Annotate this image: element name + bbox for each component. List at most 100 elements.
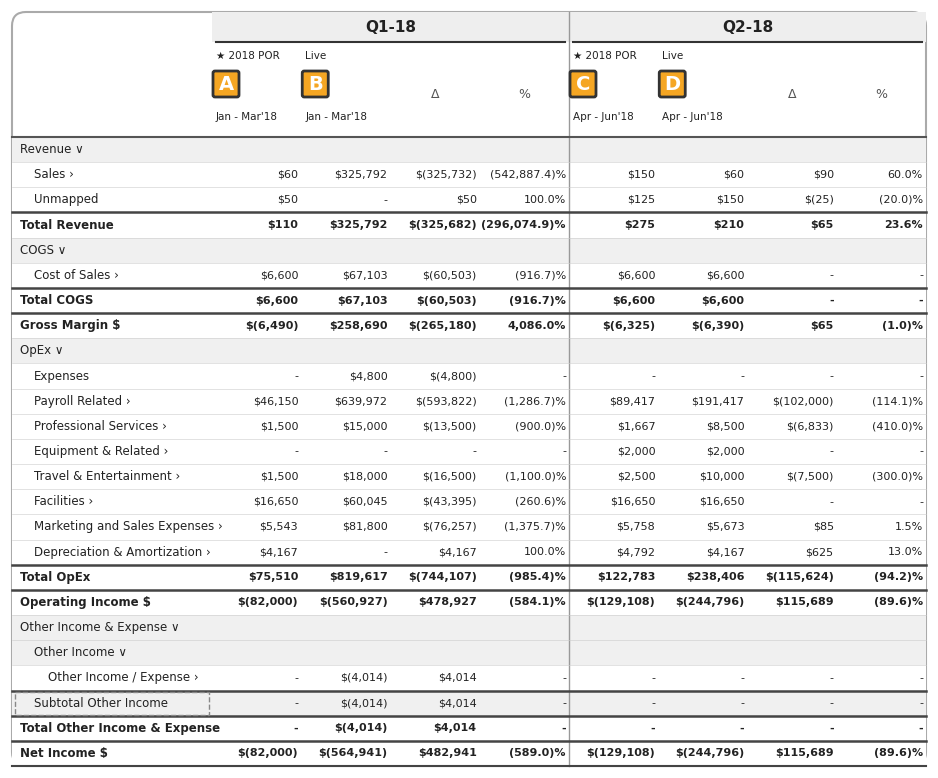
- Text: Professional Services ›: Professional Services ›: [34, 420, 167, 433]
- Text: -: -: [295, 447, 298, 457]
- Text: $(4,014): $(4,014): [340, 698, 387, 708]
- Text: -: -: [918, 296, 923, 306]
- Text: Total Revenue: Total Revenue: [20, 219, 113, 232]
- Text: $46,150: $46,150: [252, 396, 298, 406]
- Text: -: -: [562, 371, 566, 381]
- Text: -: -: [295, 698, 298, 708]
- Text: $(82,000): $(82,000): [237, 748, 298, 759]
- Text: $2,000: $2,000: [616, 447, 656, 457]
- Text: $150: $150: [628, 170, 656, 180]
- Text: $(244,796): $(244,796): [675, 598, 745, 608]
- FancyBboxPatch shape: [302, 71, 328, 97]
- Text: $(13,500): $(13,500): [422, 422, 477, 431]
- Bar: [12, 640, 926, 665]
- Text: $(76,257): $(76,257): [422, 522, 477, 532]
- Text: $85: $85: [812, 522, 834, 532]
- Text: -: -: [561, 724, 566, 733]
- Text: $325,792: $325,792: [335, 170, 387, 180]
- Bar: [12, 464, 926, 489]
- Text: $(6,325): $(6,325): [602, 321, 656, 331]
- Text: Q1-18: Q1-18: [365, 19, 416, 34]
- Text: $60,045: $60,045: [341, 497, 387, 506]
- Text: Depreciation & Amortization ›: Depreciation & Amortization ›: [34, 545, 211, 559]
- Text: $2,000: $2,000: [706, 447, 745, 457]
- Text: D: D: [664, 75, 680, 93]
- Text: $(4,014): $(4,014): [334, 724, 387, 733]
- Text: Unmapped: Unmapped: [34, 194, 98, 206]
- Text: Sales ›: Sales ›: [34, 168, 74, 181]
- Text: -: -: [919, 673, 923, 683]
- Text: (1,100.0)%: (1,100.0)%: [505, 471, 566, 482]
- Text: Jan - Mar'18: Jan - Mar'18: [305, 112, 368, 122]
- Text: $(325,682): $(325,682): [408, 220, 477, 230]
- Text: 4,086.0%: 4,086.0%: [507, 321, 566, 331]
- Text: $89,417: $89,417: [610, 396, 656, 406]
- Text: $5,543: $5,543: [260, 522, 298, 532]
- Text: $(325,732): $(325,732): [416, 170, 477, 180]
- Text: $1,667: $1,667: [616, 422, 656, 431]
- Text: Net Income $: Net Income $: [20, 747, 108, 760]
- Text: $(744,107): $(744,107): [408, 573, 477, 582]
- Text: (916.7)%: (916.7)%: [515, 271, 566, 280]
- Text: $6,600: $6,600: [617, 271, 656, 280]
- Text: Facilities ›: Facilities ›: [34, 496, 93, 508]
- Text: Other Income ∨: Other Income ∨: [34, 647, 127, 659]
- Text: C: C: [576, 75, 590, 93]
- Text: $4,014: $4,014: [433, 724, 477, 733]
- Text: -: -: [919, 698, 923, 708]
- Text: -: -: [830, 371, 834, 381]
- Text: $(43,395): $(43,395): [422, 497, 477, 506]
- Text: Marketing and Sales Expenses ›: Marketing and Sales Expenses ›: [34, 520, 222, 534]
- Text: 13.0%: 13.0%: [887, 547, 923, 557]
- Text: $819,617: $819,617: [328, 573, 387, 582]
- Text: -: -: [651, 673, 656, 683]
- Text: (89.6)%: (89.6)%: [874, 748, 923, 759]
- Text: $(593,822): $(593,822): [415, 396, 477, 406]
- Text: (300.0)%: (300.0)%: [872, 471, 923, 482]
- Text: -: -: [651, 698, 656, 708]
- Text: -: -: [740, 673, 745, 683]
- Bar: [12, 514, 926, 540]
- Text: $(6,390): $(6,390): [691, 321, 745, 331]
- Text: -: -: [919, 371, 923, 381]
- Text: $81,800: $81,800: [341, 522, 387, 532]
- Text: $1,500: $1,500: [260, 471, 298, 482]
- Text: Total OpEx: Total OpEx: [20, 571, 90, 584]
- Text: $75,510: $75,510: [248, 573, 298, 582]
- Text: $(7,500): $(7,500): [786, 471, 834, 482]
- Text: -: -: [740, 698, 745, 708]
- Text: $4,792: $4,792: [616, 547, 656, 557]
- FancyBboxPatch shape: [659, 71, 686, 97]
- Bar: [12, 263, 926, 288]
- Text: $(244,796): $(244,796): [675, 748, 745, 759]
- Text: $(129,108): $(129,108): [586, 598, 656, 608]
- Text: -: -: [473, 447, 477, 457]
- Text: (260.6)%: (260.6)%: [515, 497, 566, 506]
- Text: 1.5%: 1.5%: [895, 522, 923, 532]
- Text: $4,167: $4,167: [705, 547, 745, 557]
- Text: (1.0)%: (1.0)%: [882, 321, 923, 331]
- Bar: [12, 237, 926, 263]
- Text: $(560,927): $(560,927): [319, 598, 387, 608]
- Bar: [12, 665, 926, 691]
- Text: Expenses: Expenses: [34, 370, 90, 383]
- Text: Gross Margin $: Gross Margin $: [20, 319, 120, 332]
- Bar: [12, 288, 926, 313]
- Bar: [12, 388, 926, 414]
- Text: -: -: [295, 371, 298, 381]
- Text: (410.0)%: (410.0)%: [872, 422, 923, 431]
- Text: Apr - Jun'18: Apr - Jun'18: [573, 112, 634, 122]
- Text: -: -: [384, 195, 387, 205]
- Text: Δ: Δ: [788, 88, 796, 100]
- Text: -: -: [562, 673, 566, 683]
- Text: -: -: [651, 371, 656, 381]
- Text: $90: $90: [812, 170, 834, 180]
- Text: $110: $110: [267, 220, 298, 230]
- Text: Δ: Δ: [431, 88, 439, 100]
- Text: Live: Live: [305, 51, 326, 61]
- FancyBboxPatch shape: [570, 71, 596, 97]
- Text: Other Income / Expense ›: Other Income / Expense ›: [48, 671, 199, 685]
- Bar: [12, 313, 926, 338]
- Text: $125: $125: [628, 195, 656, 205]
- Text: (94.2)%: (94.2)%: [874, 573, 923, 582]
